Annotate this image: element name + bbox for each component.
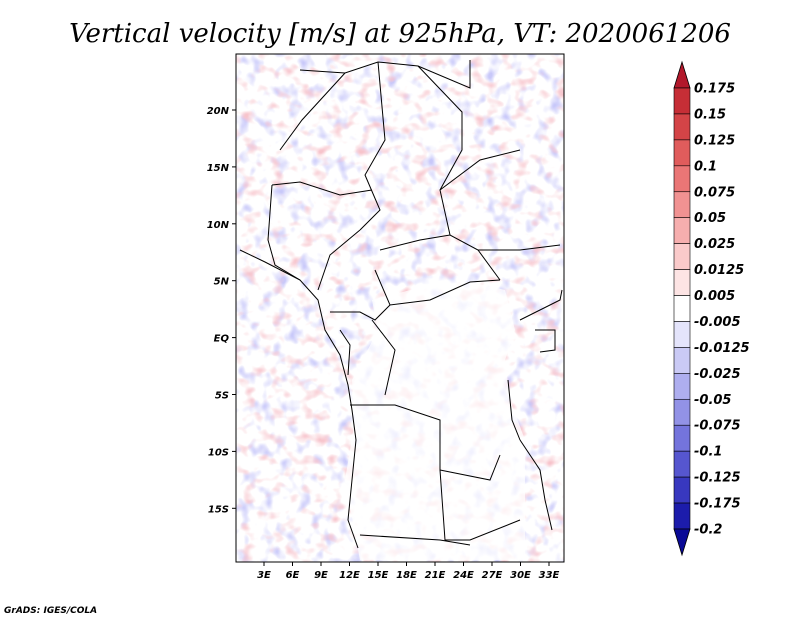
colorbar-swatch — [673, 295, 691, 322]
figure-title: Vertical velocity [m/s] at 925hPa, VT: 2… — [69, 19, 731, 49]
border-car-south — [374, 269, 501, 306]
border-angola-north — [350, 404, 441, 470]
border-east-1 — [439, 149, 521, 191]
colorbar-label: -0.005 — [694, 315, 741, 330]
border-namibia — [359, 534, 471, 546]
lat-tick-label: 5S — [215, 391, 229, 402]
longitude-axis: 3E 6E 9E 12E 15E 18E 21E 24E 27E 30E 33E — [257, 562, 560, 581]
lon-tick-label: 24E — [453, 570, 474, 581]
lat-tick-label: 5N — [214, 277, 230, 288]
colorbar-swatch — [673, 191, 691, 219]
colorbar-label: 0.0125 — [694, 263, 744, 278]
border-angola-east — [439, 454, 501, 481]
map-frame — [235, 53, 565, 563]
colorbar-swatch — [673, 269, 691, 296]
lon-tick-label: 9E — [314, 570, 328, 581]
border-east-2 — [478, 244, 561, 251]
colorbar-swatch — [673, 243, 691, 270]
border-congo-drc — [371, 319, 396, 396]
colorbar-swatch — [673, 87, 691, 115]
lat-tick-label: 15N — [207, 163, 230, 174]
colorbar-label: 0.125 — [694, 133, 735, 148]
lon-tick-label: 6E — [286, 570, 300, 581]
latitude-axis: 20N 15N 10N 5N EQ 5S 10S 15S — [207, 106, 236, 515]
calm-interior-region — [345, 282, 525, 560]
border-niger-chad — [359, 61, 386, 231]
border-sahara-1 — [299, 60, 471, 89]
colorbar-label: -0.125 — [694, 471, 741, 486]
lon-tick-label: 12E — [339, 570, 360, 581]
grads-credit: GrADS: IGES/COLA — [4, 606, 97, 616]
border-lake-victoria — [535, 329, 556, 353]
lon-tick-label: 21E — [425, 570, 446, 581]
border-car-north — [379, 234, 501, 281]
colorbar-swatch — [673, 165, 691, 193]
lon-tick-label: 30E — [510, 570, 531, 581]
lon-tick-label: 15E — [368, 570, 389, 581]
lon-tick-label: 27E — [482, 570, 503, 581]
colorbar-label: -0.175 — [694, 497, 741, 512]
border-coast — [239, 249, 359, 549]
border-nigeria-north — [271, 181, 373, 196]
border-nigeria-west — [267, 184, 301, 281]
border-chad-west — [417, 65, 463, 236]
lat-tick-label: 20N — [207, 106, 230, 117]
colorbar-swatch — [673, 450, 691, 478]
lat-tick-label: 10N — [207, 220, 230, 231]
colorbar-label: -0.0125 — [694, 341, 750, 356]
colorbar-swatch — [673, 139, 691, 167]
colorbar-swatch — [673, 476, 691, 504]
colorbar: 0.175 0.15 0.125 0.1 0.075 0.05 0.025 0.0125 0.0… — [673, 60, 750, 557]
border-east-3 — [519, 289, 563, 321]
colorbar-label: -0.025 — [694, 367, 741, 382]
border-nigeria-cameroon — [317, 229, 361, 291]
colorbar-swatch — [673, 502, 691, 530]
colorbar-label: 0.05 — [694, 211, 726, 226]
colorbar-label: 0.1 — [694, 159, 717, 174]
colorbar-swatch — [673, 347, 691, 374]
colorbar-swatch — [673, 373, 691, 400]
colorbar-label: 0.025 — [694, 237, 735, 252]
colorbar-label: 0.175 — [694, 82, 735, 97]
colorbar-label: -0.1 — [694, 445, 722, 460]
border-south-east — [519, 439, 553, 531]
colorbar-swatch — [673, 113, 691, 141]
lat-tick-label: 15S — [208, 504, 229, 515]
colorbar-swatch — [673, 217, 691, 244]
lat-tick-label: 10S — [208, 447, 229, 458]
colorbar-label: 0.15 — [694, 107, 726, 122]
colorbar-bottom-arrow — [673, 528, 691, 557]
colorbar-swatch — [673, 424, 691, 452]
border-sahara-2 — [279, 72, 346, 151]
border-lake-tanganyika — [507, 379, 521, 441]
colorbar-label: -0.05 — [694, 393, 731, 408]
lon-tick-label: 3E — [257, 570, 271, 581]
map-panel — [236, 54, 564, 562]
lat-tick-label: EQ — [214, 334, 230, 345]
colorbar-label: 0.075 — [694, 185, 735, 200]
colorbar-label: 0.005 — [694, 289, 735, 304]
lon-tick-label: 33E — [539, 570, 560, 581]
lon-tick-label: 18E — [396, 570, 417, 581]
border-zambia — [439, 469, 521, 541]
colorbar-swatch — [673, 321, 691, 348]
border-gabon — [339, 329, 351, 376]
colorbar-top-arrow — [673, 60, 691, 89]
country-borders — [239, 60, 563, 549]
colorbar-label: -0.075 — [694, 419, 741, 434]
colorbar-swatch — [673, 398, 691, 426]
border-cameroon-congo — [330, 304, 391, 321]
colorbar-label: -0.2 — [694, 523, 722, 538]
